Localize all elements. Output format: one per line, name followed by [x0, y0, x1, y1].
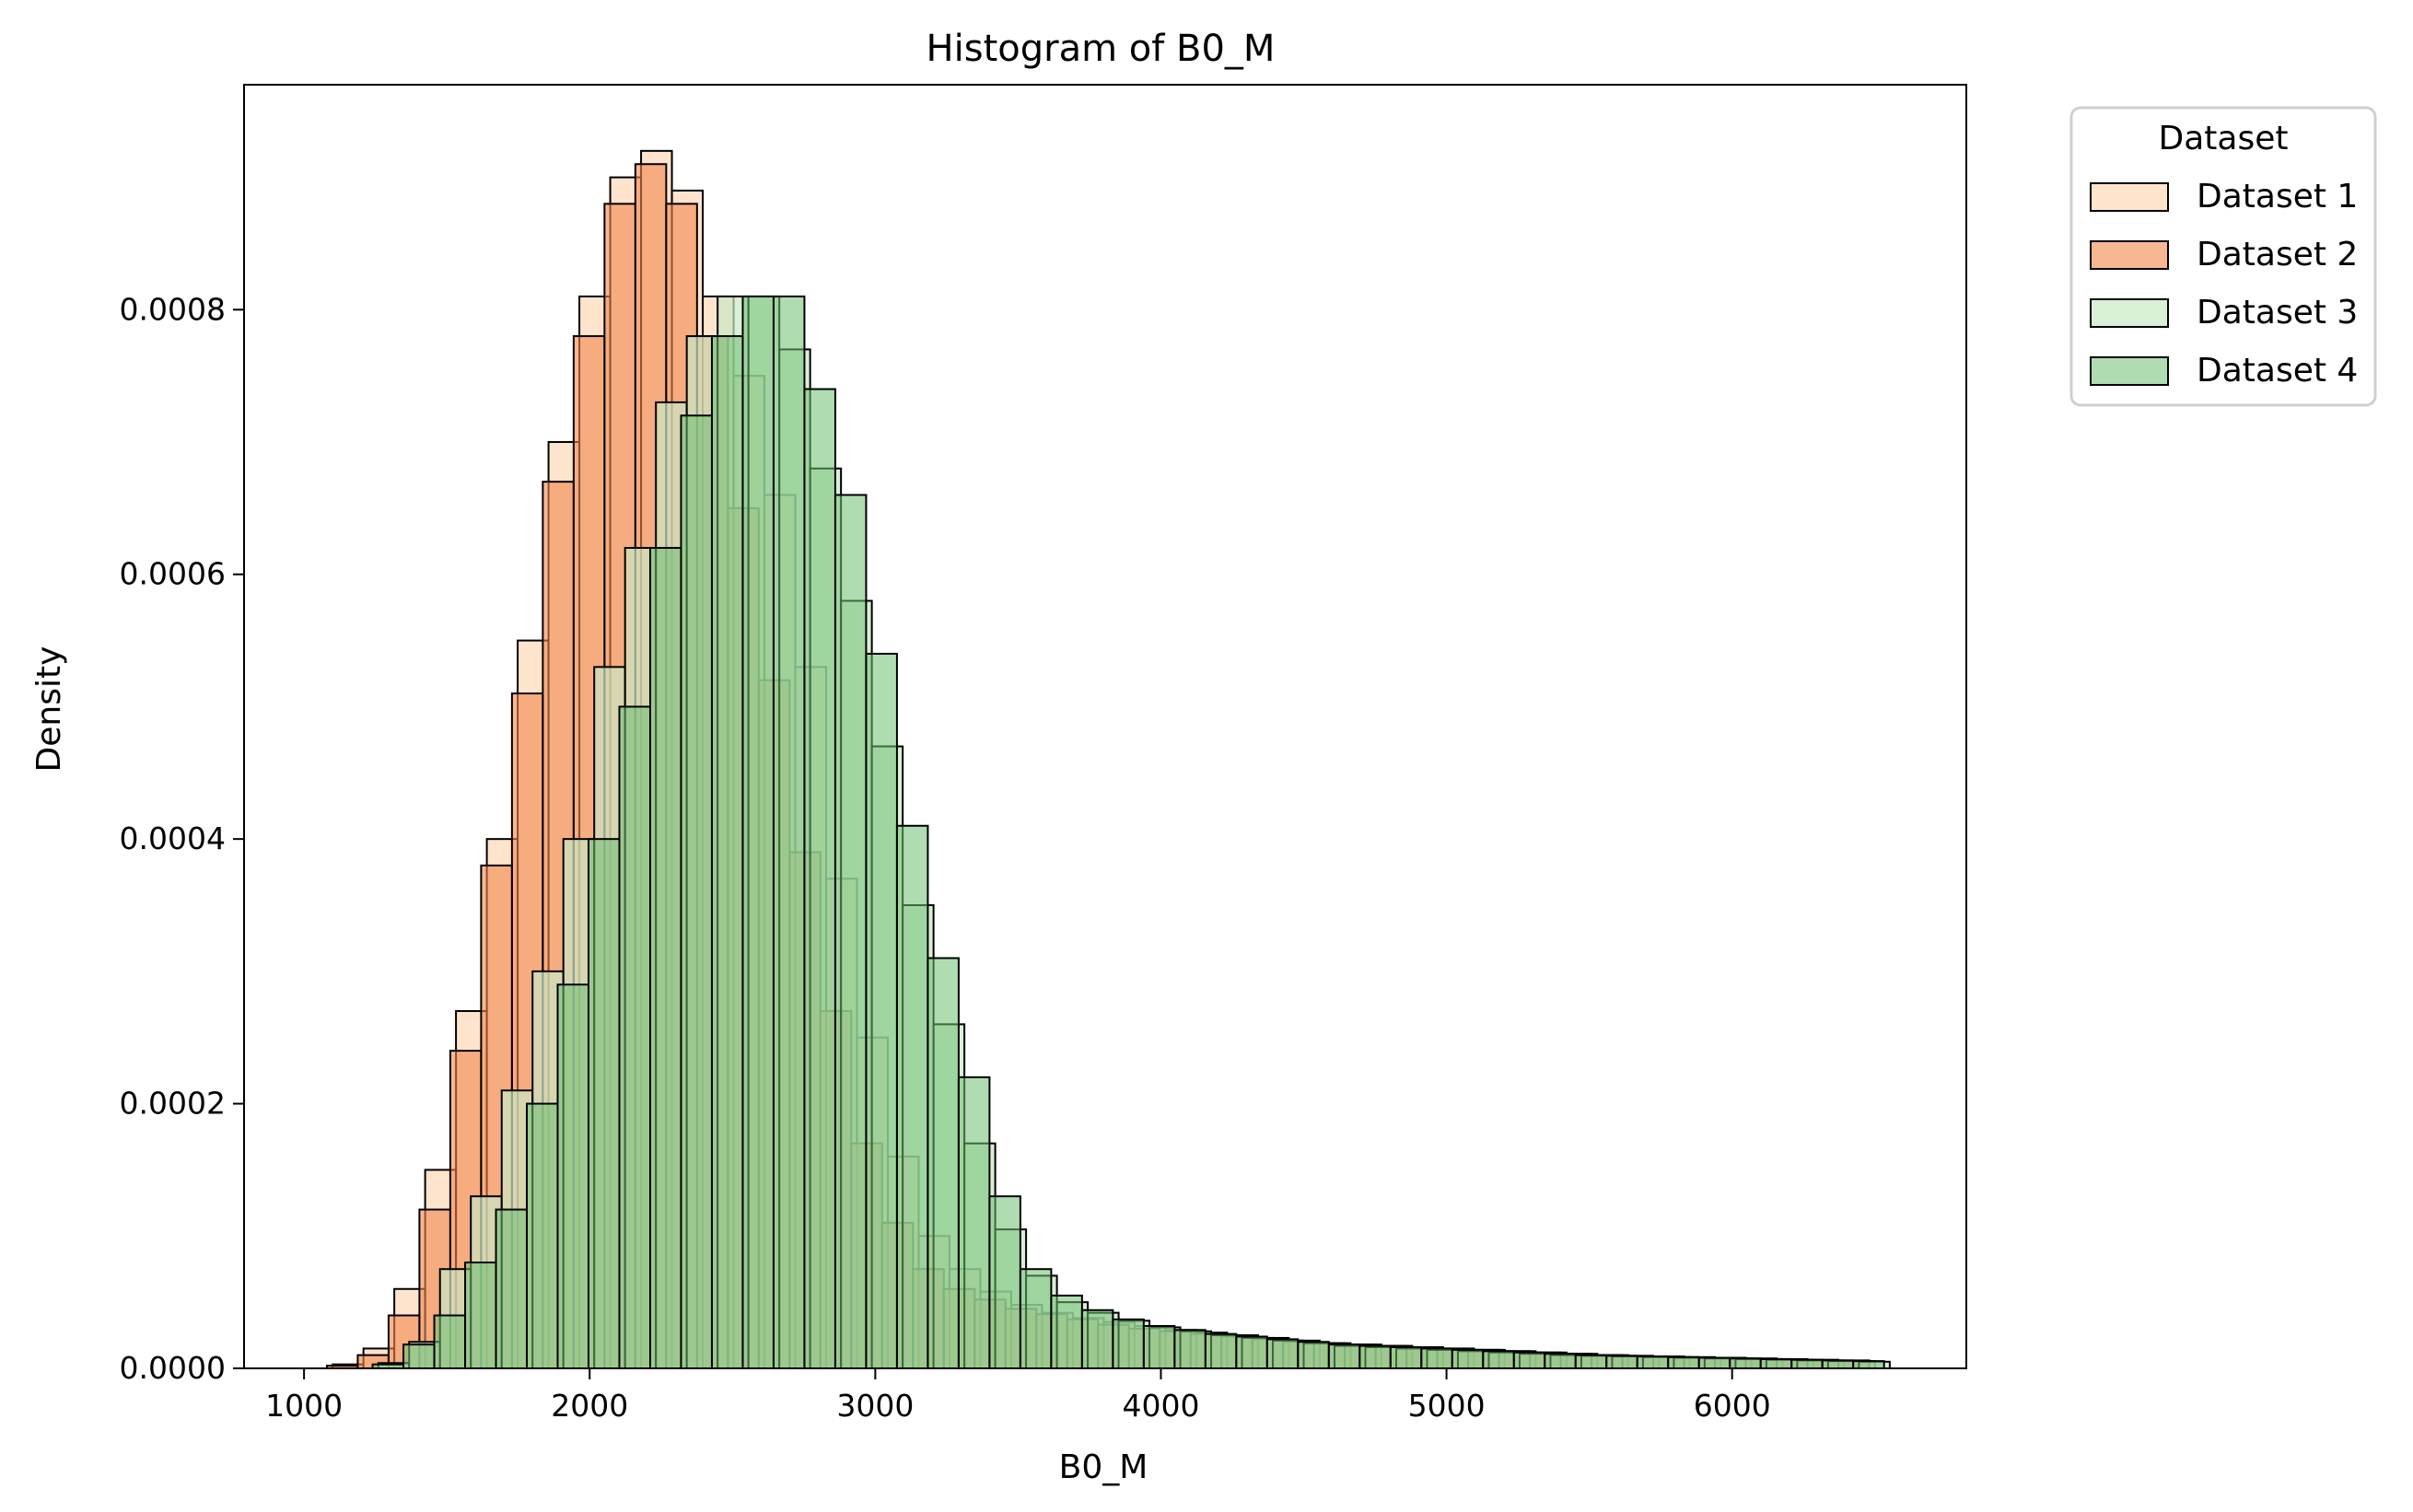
legend-title: Dataset [2159, 120, 2289, 157]
histogram-bar [1451, 1348, 1485, 1369]
histogram-bar [895, 824, 929, 1369]
legend-swatch [2090, 298, 2169, 328]
histogram-bar [988, 1195, 1021, 1370]
histogram-bar [1697, 1356, 1731, 1369]
legend-item: Dataset 3 [2090, 294, 2358, 331]
legend-item: Dataset 4 [2090, 352, 2358, 390]
histogram-bar [433, 1314, 467, 1370]
legend-frame [2069, 106, 2377, 407]
histogram-bar [1204, 1332, 1238, 1369]
histogram-bar [1482, 1350, 1515, 1369]
histogram-bar [680, 414, 713, 1370]
histogram-bar [464, 1262, 497, 1369]
histogram-bar [803, 388, 836, 1369]
histogram-bar [1759, 1357, 1793, 1369]
histogram-bar [1235, 1335, 1268, 1369]
y-tick-label: 0.0000 [120, 1350, 226, 1386]
y-tick-label: 0.0008 [120, 291, 226, 327]
legend-item: Dataset 2 [2090, 236, 2358, 273]
legend-item: Dataset 1 [2090, 178, 2358, 215]
y-axis-label: Density [30, 646, 68, 773]
histogram-bar [1358, 1344, 1392, 1370]
legend-label: Dataset 4 [2197, 352, 2358, 390]
histogram-bar [1297, 1341, 1330, 1369]
histogram-bar [556, 983, 589, 1369]
histogram-bar [772, 295, 806, 1370]
histogram-bar [865, 652, 898, 1369]
histogram-bar [1389, 1346, 1423, 1370]
histogram-bar [1605, 1355, 1638, 1369]
histogram-bar [1112, 1318, 1145, 1369]
x-tick-label: 1000 [265, 1388, 343, 1424]
legend-label: Dataset 2 [2197, 236, 2358, 273]
x-tick-label: 5000 [1408, 1388, 1486, 1424]
histogram-bar [402, 1343, 436, 1369]
histogram-bar [1852, 1360, 1885, 1369]
histogram-bar [1636, 1355, 1670, 1370]
histogram-bar [1574, 1354, 1608, 1370]
histogram-bar [588, 838, 621, 1369]
histogram-bar [1544, 1353, 1577, 1370]
x-axis-label: B0_M [1059, 1448, 1148, 1486]
x-tick-label: 3000 [836, 1388, 914, 1424]
x-tick-label: 4000 [1122, 1388, 1199, 1424]
x-tick-label: 6000 [1694, 1388, 1771, 1424]
x-tick-label: 2000 [551, 1388, 628, 1424]
histogram-bar [1821, 1359, 1855, 1369]
legend-label: Dataset 3 [2197, 294, 2358, 331]
histogram-bar [741, 295, 775, 1370]
histogram-bar [957, 1076, 991, 1370]
histogram-bar [1142, 1325, 1176, 1369]
histogram-bar [1080, 1308, 1114, 1369]
y-tick-label: 0.0002 [120, 1086, 226, 1122]
y-tick-label: 0.0006 [120, 556, 226, 592]
histogram-bar [710, 335, 744, 1370]
x-axis-ticks: 1000 2000 3000 4000 5000 6000 [265, 1368, 1771, 1424]
histogram-bar [833, 494, 868, 1369]
plot-frame [243, 84, 1967, 1369]
histogram-bar [1173, 1329, 1206, 1370]
histogram-bar [1512, 1351, 1546, 1369]
histogram-bar [927, 957, 960, 1370]
y-tick-label: 0.0004 [120, 820, 226, 856]
chart-title: Histogram of B0_M [927, 28, 1276, 70]
y-axis-ticks: 0.0000 0.0002 0.0004 0.0006 0.0008 [120, 291, 244, 1386]
histogram-bar [1790, 1358, 1824, 1370]
histogram-bar [648, 546, 682, 1369]
legend-label: Dataset 1 [2197, 178, 2358, 215]
histogram-bar [1729, 1357, 1762, 1370]
histogram-bar [1050, 1294, 1083, 1369]
series-4 [371, 295, 1885, 1370]
histogram-bar [1420, 1347, 1453, 1370]
histogram-bar [1265, 1338, 1300, 1370]
histogram-bar [495, 1208, 529, 1369]
histogram-bar [526, 1102, 559, 1369]
legend-swatch [2090, 356, 2169, 386]
histogram-bar [1019, 1268, 1053, 1370]
legend-swatch [2090, 182, 2169, 212]
plot-area [243, 84, 1967, 1370]
legend-swatch [2090, 240, 2169, 270]
histogram-bar [1667, 1355, 1700, 1370]
histogram-bar [618, 705, 651, 1369]
legend-items: Dataset 1 Dataset 2 Dataset 3 Dataset 4 [2090, 178, 2358, 390]
histogram-bar [1327, 1343, 1361, 1369]
